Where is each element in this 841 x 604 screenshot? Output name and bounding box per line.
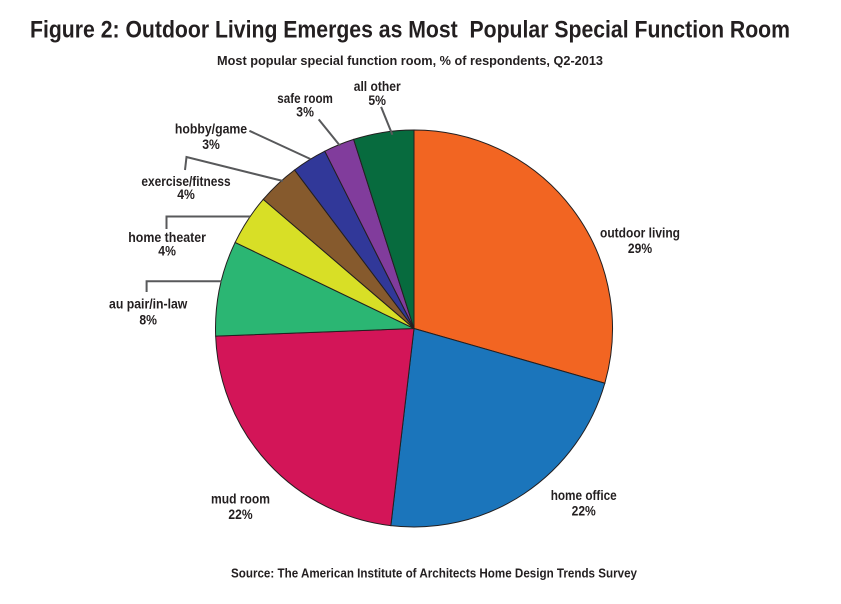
svg-text:mud room: mud room <box>211 492 270 507</box>
svg-text:safe room: safe room <box>277 91 333 106</box>
svg-text:3%: 3% <box>296 104 314 119</box>
svg-text:exercise/fitness: exercise/fitness <box>141 174 230 189</box>
svg-text:8%: 8% <box>139 312 157 327</box>
svg-text:Figure 2: Outdoor Living Emerg: Figure 2: Outdoor Living Emerges as Most… <box>30 17 790 44</box>
svg-text:outdoor living: outdoor living <box>600 226 680 241</box>
svg-text:all other: all other <box>354 79 401 94</box>
svg-text:4%: 4% <box>158 244 176 259</box>
svg-text:hobby/game: hobby/game <box>175 122 248 137</box>
svg-text:4%: 4% <box>177 187 195 202</box>
svg-text:22%: 22% <box>228 507 252 522</box>
svg-text:5%: 5% <box>368 93 386 108</box>
svg-text:3%: 3% <box>202 137 220 152</box>
svg-text:home theater: home theater <box>128 230 206 245</box>
svg-text:Most popular special function: Most popular special function room, % of… <box>217 53 603 68</box>
svg-text:22%: 22% <box>572 504 596 519</box>
svg-text:29%: 29% <box>628 241 652 256</box>
svg-text:au pair/in-law: au pair/in-law <box>109 296 188 311</box>
svg-text:home office: home office <box>551 488 617 503</box>
svg-text:Source: The American Institute: Source: The American Institute of Archit… <box>231 567 637 581</box>
